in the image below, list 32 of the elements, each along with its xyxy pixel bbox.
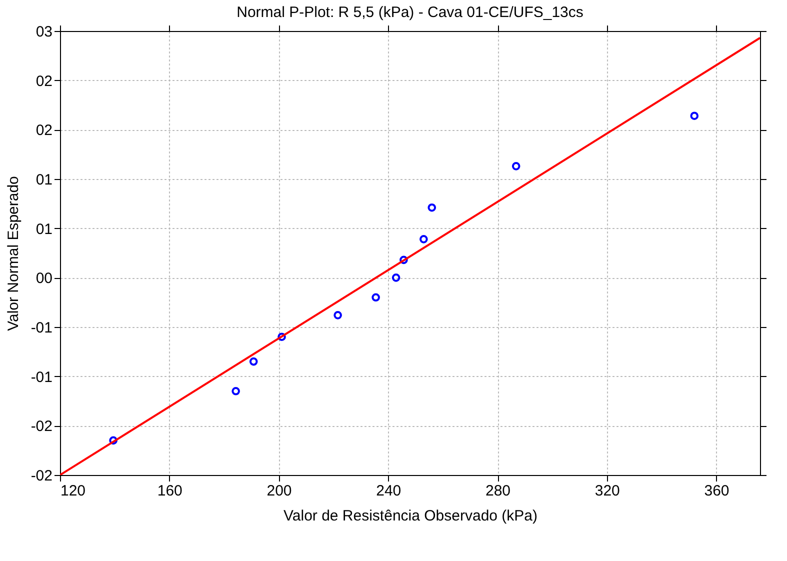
y-tick-label: 01 xyxy=(36,220,52,238)
y-tick-label: 02 xyxy=(36,122,52,140)
x-tick-label: 160 xyxy=(157,482,182,500)
y-tick-label: -02 xyxy=(30,468,52,484)
point xyxy=(690,112,699,120)
y-tick-label: -02 xyxy=(30,418,52,436)
point xyxy=(372,293,380,302)
x-tick-label: 200 xyxy=(266,482,292,500)
y-tick-label: 03 xyxy=(36,24,52,40)
y-tick-label: -01 xyxy=(30,368,52,386)
x-tick-label: 120 xyxy=(60,482,86,500)
y-tick-label: 02 xyxy=(36,72,52,90)
point xyxy=(420,235,428,244)
point xyxy=(249,357,258,366)
y-tick-label: -01 xyxy=(30,320,52,336)
point xyxy=(232,386,240,396)
point xyxy=(278,332,286,342)
y-axis-title: Valor Normal Esperado xyxy=(4,176,22,331)
x-tick-label: 320 xyxy=(594,482,620,500)
point xyxy=(512,162,520,170)
point xyxy=(109,436,118,445)
x-tick-label: 240 xyxy=(376,482,402,500)
x-tick-label: 360 xyxy=(704,482,730,500)
x-tick-label: 280 xyxy=(485,482,511,500)
x-axis-title: Valor de Resistência Observado (kPa) xyxy=(283,508,538,524)
y-tick-label: 00 xyxy=(36,270,52,288)
point xyxy=(392,274,400,282)
point xyxy=(428,203,436,212)
chart-title: Normal P-Plot: R 5,5 (kPa) - Cava 01-CE/UFS_13cs xyxy=(236,4,584,21)
point xyxy=(334,311,342,320)
y-tick-label: 01 xyxy=(36,172,52,188)
point xyxy=(400,256,408,264)
